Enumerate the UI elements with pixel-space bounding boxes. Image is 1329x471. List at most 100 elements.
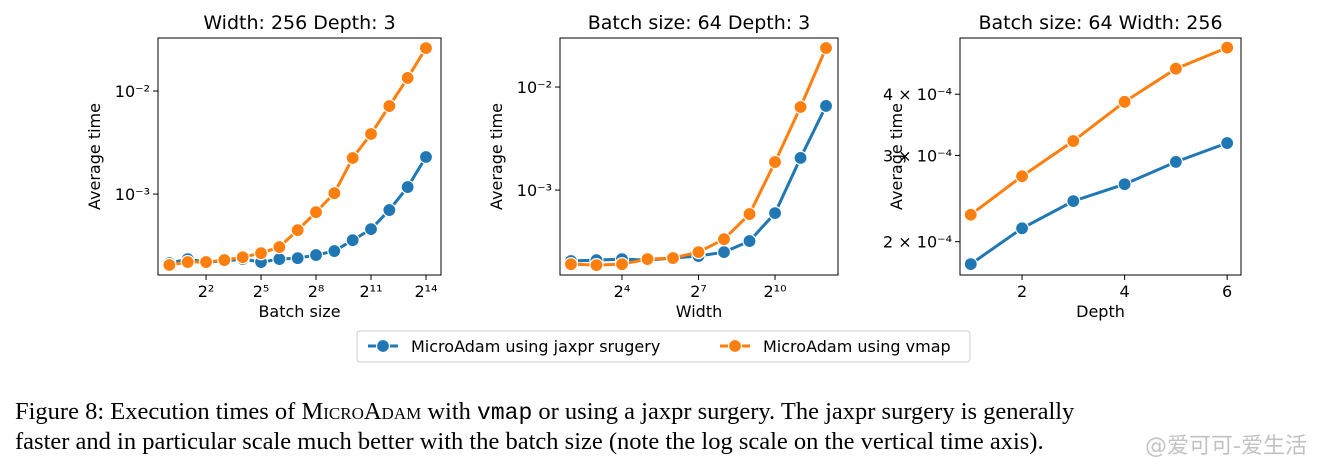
x-tick-label: 2¹⁴	[414, 282, 437, 301]
data-point	[963, 256, 978, 272]
data-point	[180, 254, 195, 270]
x-tick-label: 2⁷	[690, 282, 707, 301]
data-point	[1168, 154, 1183, 169]
series-line	[969, 141, 1228, 266]
caption-line: Figure 8: Execution times of MicroAdam w…	[15, 398, 1074, 426]
x-axis-label: Batch size	[258, 302, 340, 321]
series-line	[570, 47, 828, 267]
plot-frame	[559, 37, 839, 276]
data-point	[742, 206, 757, 222]
y-tick-label: 4 × 10⁻⁴	[883, 85, 952, 104]
caption-text: Figure 8: Execution times of	[15, 398, 302, 425]
data-point	[1220, 135, 1235, 151]
data-point	[345, 150, 360, 166]
caption-text: with	[421, 398, 478, 425]
data-point	[1220, 40, 1235, 55]
x-tick-label: 4	[1120, 282, 1130, 301]
y-axis-label: Average time	[85, 103, 104, 210]
data-point	[198, 254, 214, 270]
data-point	[1014, 221, 1030, 236]
legend-box	[356, 330, 971, 363]
x-tick-label: 2¹⁰	[764, 282, 787, 301]
y-tick-label: 2 × 10⁻⁴	[883, 233, 952, 252]
x-axis-label: Width	[676, 302, 722, 321]
data-point	[818, 40, 834, 56]
x-tick-label: 6	[1222, 282, 1232, 301]
x-tick-label: 2²	[198, 282, 215, 301]
data-point	[963, 207, 978, 222]
data-point	[272, 251, 287, 267]
data-point	[793, 99, 808, 115]
series-line	[969, 46, 1228, 216]
series-line	[570, 105, 828, 263]
data-point	[363, 222, 379, 237]
x-tick-label: 2⁴	[614, 282, 631, 301]
plot-frame	[157, 37, 442, 276]
data-point	[235, 250, 250, 265]
y-axis-label: Average time	[887, 103, 906, 210]
data-point	[290, 223, 305, 238]
data-point	[1117, 177, 1132, 192]
data-point	[691, 245, 706, 260]
data-point	[418, 40, 434, 56]
figure: Width: 256 Depth: 3 Batch size Average tim…	[85, 12, 1242, 363]
caption-line: faster and in particular scale much bett…	[15, 428, 1044, 455]
data-point	[1066, 194, 1081, 209]
data-point	[614, 257, 630, 272]
data-point	[382, 202, 397, 218]
data-point	[400, 179, 415, 195]
data-point	[162, 257, 177, 273]
x-tick-label: 2⁸	[308, 282, 325, 301]
data-point	[253, 246, 269, 261]
data-point	[382, 98, 397, 114]
caption-code: vmap	[477, 400, 533, 426]
watermark: @爱可可-爱生活	[1145, 434, 1307, 459]
legend-marker	[727, 338, 743, 354]
data-point	[589, 258, 604, 273]
data-point	[1168, 61, 1183, 76]
caption-text: or using a jaxpr surgery. The jaxpr surg…	[532, 398, 1075, 425]
y-tick-label: 3 × 10⁻⁴	[883, 146, 952, 165]
data-point	[716, 232, 732, 247]
data-point	[767, 154, 783, 170]
x-axis-label: Depth	[1076, 302, 1125, 321]
data-point	[272, 239, 287, 255]
data-point	[327, 243, 342, 259]
y-tick-label: 10⁻²	[115, 82, 150, 101]
data-point	[640, 251, 655, 267]
plot-frame	[959, 37, 1242, 276]
data-point	[563, 257, 579, 272]
x-tick-label: 2⁵	[253, 282, 270, 301]
caption-text: MicroAdam	[301, 398, 422, 425]
data-point	[1014, 169, 1030, 184]
data-point	[308, 247, 324, 263]
data-point	[716, 245, 732, 260]
x-tick-label: 2¹¹	[359, 282, 382, 301]
data-point	[793, 150, 808, 166]
chart-title: Batch size: 64 Depth: 3	[588, 12, 811, 34]
data-point	[418, 149, 434, 165]
y-axis-label: Average time	[487, 103, 506, 210]
data-point	[308, 205, 324, 220]
legend-label: MicroAdam using jaxpr srugery	[411, 337, 660, 356]
data-point	[327, 186, 342, 201]
data-point	[742, 233, 757, 249]
data-point	[1066, 133, 1081, 149]
legend-marker	[375, 338, 391, 354]
data-point	[1117, 94, 1132, 109]
data-point	[400, 70, 415, 86]
data-point	[217, 252, 232, 268]
data-point	[665, 250, 681, 266]
data-point	[767, 205, 783, 221]
chart-title: Batch size: 64 Width: 256	[978, 12, 1222, 34]
x-tick-label: 2	[1017, 282, 1027, 301]
data-point	[363, 126, 379, 142]
y-tick-label: 10⁻²	[517, 78, 552, 97]
y-tick-label: 10⁻³	[115, 185, 150, 204]
chart-title: Width: 256 Depth: 3	[203, 12, 395, 34]
data-point	[345, 233, 360, 248]
legend-label: MicroAdam using vmap	[763, 337, 951, 356]
data-point	[290, 251, 305, 266]
y-tick-label: 10⁻³	[517, 181, 552, 200]
